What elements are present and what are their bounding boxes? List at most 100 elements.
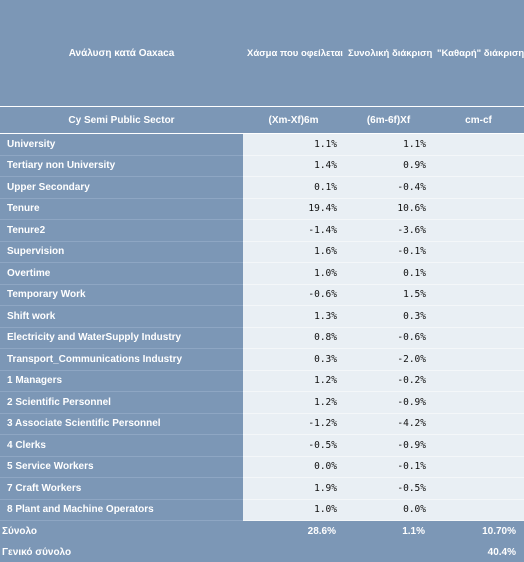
sector-label: Cy Semi Public Sector <box>0 106 243 134</box>
header-col2-text: Συνολική διάκριση από τις διαφορετικές τ… <box>348 47 433 59</box>
row-label: 2 Scientific Personnel <box>0 391 243 414</box>
table-row: Upper Secondary 0.1% -0.4% <box>0 176 524 199</box>
row-label: Electricity and WaterSupply Industry <box>0 327 243 349</box>
row-label: 7 Craft Workers <box>0 477 243 500</box>
row-value-characteristics: -1.2% <box>243 413 344 435</box>
row-value-characteristics: -0.6% <box>243 284 344 306</box>
row-value-characteristics: 1.6% <box>243 241 344 263</box>
row-value-discrimination: 1.1% <box>344 133 433 156</box>
row-value-characteristics: 19.4% <box>243 198 344 220</box>
row-value-characteristics: 1.1% <box>243 133 344 156</box>
row-value-discrimination: -0.6% <box>344 327 433 349</box>
row-value-discrimination: -0.2% <box>344 370 433 392</box>
row-value-net <box>433 327 524 349</box>
table-row: Temporary Work -0.6% 1.5% <box>0 284 524 306</box>
row-label: Tertiary non University <box>0 155 243 177</box>
row-value-net <box>433 456 524 478</box>
row-value-discrimination: -0.4% <box>344 176 433 199</box>
row-label: 1 Managers <box>0 370 243 392</box>
total-row: Σύνολο 28.6% 1.1% 10.70% <box>0 520 524 542</box>
table-row: 5 Service Workers 0.0% -0.1% <box>0 456 524 478</box>
table-row: 3 Associate Scientific Personnel -1.2% -4.… <box>0 413 524 435</box>
row-value-discrimination: -0.9% <box>344 391 433 414</box>
row-value-characteristics: 0.0% <box>243 456 344 478</box>
table-row: Tenure2 -1.4% -3.6% <box>0 219 524 242</box>
row-value-net <box>433 305 524 328</box>
row-value-discrimination: 0.1% <box>344 262 433 285</box>
row-label: University <box>0 133 243 156</box>
row-label: 4 Clerks <box>0 434 243 457</box>
row-label: 5 Service Workers <box>0 456 243 478</box>
grand-total-label: Γενικό σύνολο <box>2 546 72 558</box>
table-row: Overtime 1.0% 0.1% <box>0 262 524 285</box>
header-col3-text: "Καθαρή" διάκριση και μη καταγραφέντα χα… <box>437 47 524 59</box>
row-value-net <box>433 499 524 521</box>
table-row: Transport_Communications Industry 0.3% -2.… <box>0 348 524 371</box>
grand-total-row: Γενικό σύνολο 40.4% <box>0 542 524 562</box>
row-value-discrimination: -4.2% <box>344 413 433 435</box>
row-value-characteristics: 1.2% <box>243 370 344 392</box>
row-value-characteristics: 0.8% <box>243 327 344 349</box>
row-value-characteristics: 1.9% <box>243 477 344 500</box>
subheader-col2: (6m-6f)Xf <box>344 106 433 134</box>
row-value-net <box>433 176 524 199</box>
table-row: 7 Craft Workers 1.9% -0.5% <box>0 477 524 500</box>
row-value-net <box>433 413 524 435</box>
row-label: Upper Secondary <box>0 176 243 199</box>
row-value-characteristics: 0.3% <box>243 348 344 371</box>
table-row: Shift work 1.3% 0.3% <box>0 305 524 328</box>
row-value-net <box>433 391 524 414</box>
row-value-net <box>433 370 524 392</box>
row-label: Tenure2 <box>0 219 243 242</box>
table-row: Electricity and WaterSupply Industry 0.8%… <box>0 327 524 349</box>
row-value-characteristics: 1.0% <box>243 262 344 285</box>
table-row: Tertiary non University 1.4% 0.9% <box>0 155 524 177</box>
table-row: Tenure 19.4% 10.6% <box>0 198 524 220</box>
row-value-discrimination: 0.3% <box>344 305 433 328</box>
row-label: Tenure <box>0 198 243 220</box>
row-value-discrimination: 10.6% <box>344 198 433 220</box>
row-label: Temporary Work <box>0 284 243 306</box>
row-value-discrimination: 0.0% <box>344 499 433 521</box>
row-value-characteristics: 1.2% <box>243 391 344 414</box>
row-value-net <box>433 219 524 242</box>
row-value-net <box>433 284 524 306</box>
grand-total-empty-2 <box>344 542 433 562</box>
row-value-characteristics: -1.4% <box>243 219 344 242</box>
total-label: Σύνολο <box>0 520 243 542</box>
header-row: Ανάλυση κατά Oaxaca Χάσμα που οφείλεται … <box>0 0 524 107</box>
row-value-discrimination: -0.5% <box>344 477 433 500</box>
row-value-characteristics: 1.3% <box>243 305 344 328</box>
row-value-characteristics: -0.5% <box>243 434 344 457</box>
row-value-net <box>433 133 524 156</box>
row-value-net <box>433 434 524 457</box>
table-row: Supervision 1.6% -0.1% <box>0 241 524 263</box>
header-col2: Συνολική διάκριση από τις διαφορετικές τ… <box>344 0 433 107</box>
row-value-net <box>433 198 524 220</box>
table-title: Ανάλυση κατά Oaxaca <box>0 0 243 107</box>
row-value-characteristics: 1.0% <box>243 499 344 521</box>
row-value-discrimination: 1.5% <box>344 284 433 306</box>
table-row: University 1.1% 1.1% <box>0 133 524 156</box>
row-value-discrimination: -0.9% <box>344 434 433 457</box>
row-label: 8 Plant and Machine Operators <box>0 499 243 521</box>
subheader-col3: cm-cf <box>433 106 524 134</box>
header-col1: Χάσμα που οφείλεται στα διαφορετικά χαρα… <box>243 0 344 107</box>
row-value-net <box>433 348 524 371</box>
subheader-row: Cy Semi Public Sector (Xm-Xf)6m (6m-6f)X… <box>0 106 524 134</box>
table-row: 1 Managers 1.2% -0.2% <box>0 370 524 392</box>
total-value-net: 10.70% <box>433 520 524 542</box>
row-label: Overtime <box>0 262 243 285</box>
header-col3: "Καθαρή" διάκριση και μη καταγραφέντα χα… <box>433 0 524 107</box>
row-value-net <box>433 241 524 263</box>
row-value-net <box>433 262 524 285</box>
row-label: Transport_Communications Industry <box>0 348 243 371</box>
row-value-characteristics: 0.1% <box>243 176 344 199</box>
grand-total-empty-1 <box>243 542 344 562</box>
grand-total-value: 40.4% <box>487 546 516 558</box>
table-row: 8 Plant and Machine Operators 1.0% 0.0% <box>0 499 524 521</box>
row-value-net <box>433 155 524 177</box>
table-row: 2 Scientific Personnel 1.2% -0.9% <box>0 391 524 414</box>
header-col1-text: Χάσμα που οφείλεται στα διαφορετικά χαρα… <box>247 47 344 59</box>
